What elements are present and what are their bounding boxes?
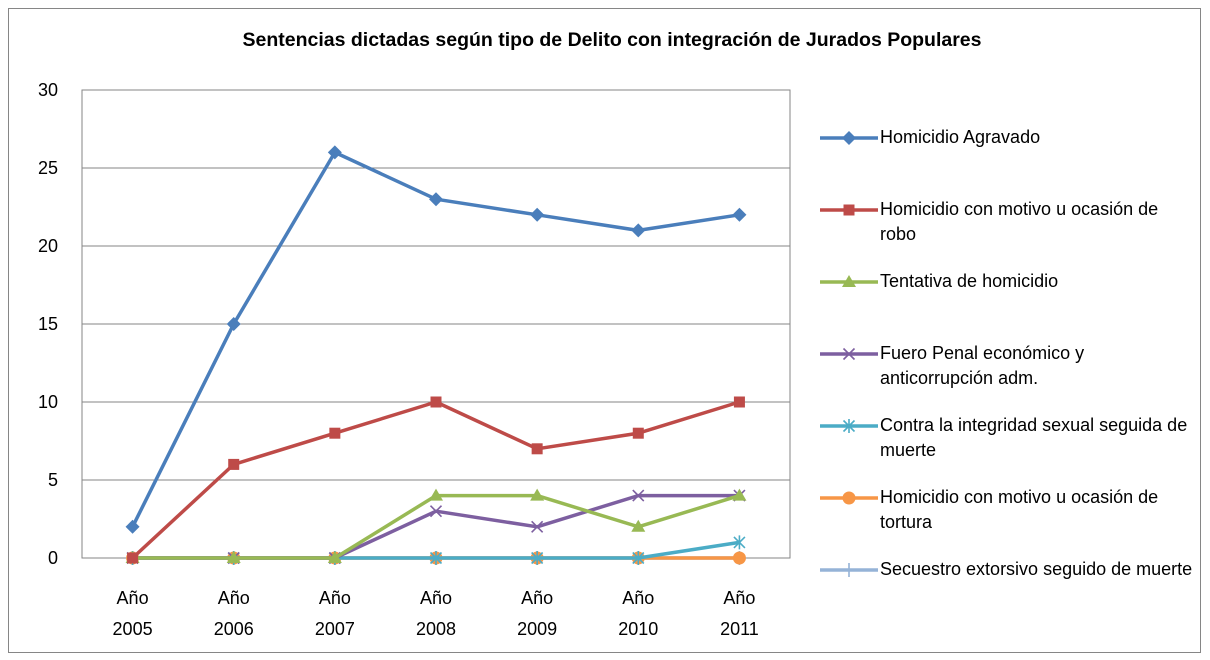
marker bbox=[842, 563, 856, 577]
marker bbox=[732, 207, 747, 222]
legend-swatch bbox=[820, 347, 878, 361]
marker bbox=[531, 551, 544, 565]
marker bbox=[733, 535, 746, 550]
x-tick-label-part: Año bbox=[723, 588, 755, 608]
legend-swatch bbox=[820, 491, 878, 505]
marker bbox=[732, 488, 747, 501]
marker bbox=[228, 458, 240, 470]
marker bbox=[632, 551, 645, 565]
legend-item: Homicidio con motivo u ocasión de robo bbox=[818, 197, 1193, 247]
x-tick-label-part: Año bbox=[622, 588, 654, 608]
marker bbox=[430, 396, 442, 408]
y-tick-label: 30 bbox=[38, 80, 58, 100]
marker bbox=[842, 419, 856, 433]
legend-label: Homicidio con motivo u ocasión de robo bbox=[880, 199, 1159, 244]
legend-item: Contra la integridad sexual seguida de m… bbox=[818, 413, 1193, 463]
y-tick-label: 0 bbox=[48, 548, 58, 568]
legend-item: Homicidio con motivo u ocasión de tortur… bbox=[818, 485, 1193, 535]
marker bbox=[732, 551, 746, 565]
marker bbox=[226, 317, 241, 331]
marker bbox=[429, 192, 443, 207]
x-tick-label-part: 2005 bbox=[113, 619, 153, 639]
marker bbox=[632, 489, 645, 502]
marker bbox=[327, 551, 342, 563]
marker bbox=[327, 145, 342, 160]
legend-label: Homicidio con motivo u ocasión de tortur… bbox=[880, 487, 1159, 532]
marker bbox=[429, 488, 443, 501]
marker bbox=[842, 347, 856, 361]
marker bbox=[226, 551, 241, 563]
legend-label: Tentativa de homicidio bbox=[880, 271, 1059, 291]
x-tick-label: Año 2005 bbox=[113, 588, 153, 639]
y-tick-label: 10 bbox=[38, 392, 58, 412]
marker bbox=[531, 443, 543, 455]
marker bbox=[530, 207, 545, 222]
legend-label: Fuero Penal económico y anticorrupción a… bbox=[880, 343, 1085, 388]
x-tick-label-part: Año bbox=[117, 588, 149, 608]
y-tick-label: 25 bbox=[38, 158, 58, 178]
legend-swatch bbox=[820, 204, 878, 216]
marker bbox=[125, 519, 140, 534]
x-tick-label-part: 2007 bbox=[315, 619, 355, 639]
x-tick-label: Año 2010 bbox=[618, 588, 658, 639]
legend-swatch bbox=[820, 131, 878, 145]
chart-border bbox=[8, 8, 1201, 653]
series-line bbox=[132, 493, 740, 560]
legend-item: Fuero Penal económico y anticorrupción a… bbox=[818, 341, 1193, 391]
x-tick-label-part: Año bbox=[521, 588, 553, 608]
x-tick-label-part: 2009 bbox=[517, 619, 557, 639]
legend-label: Homicidio Agravado bbox=[880, 127, 1041, 147]
marker bbox=[429, 551, 443, 565]
marker bbox=[632, 427, 644, 439]
marker bbox=[530, 488, 545, 501]
x-tick-label-part: 2006 bbox=[214, 619, 254, 639]
legend-label: Contra la integridad sexual seguida de m… bbox=[880, 415, 1188, 460]
marker bbox=[127, 552, 139, 564]
legend-item: Tentativa de homicidio bbox=[818, 269, 1193, 294]
series-line bbox=[131, 150, 740, 528]
x-tick-label-part: Año bbox=[218, 588, 250, 608]
marker bbox=[429, 505, 443, 518]
y-tick-label: 5 bbox=[48, 470, 58, 490]
marker bbox=[531, 520, 544, 533]
x-tick-label-part: Año bbox=[319, 588, 351, 608]
legend-item: Secuestro extorsivo seguido de muerte bbox=[818, 557, 1193, 582]
legend-swatch bbox=[820, 275, 878, 287]
legend-item: Homicidio Agravado bbox=[818, 125, 1193, 150]
x-tick-label: Año 2008 bbox=[416, 588, 456, 639]
marker bbox=[631, 519, 646, 532]
marker bbox=[842, 491, 856, 505]
marker bbox=[329, 427, 341, 439]
legend-swatch bbox=[820, 419, 878, 433]
y-tick-label: 15 bbox=[38, 314, 58, 334]
marker bbox=[842, 275, 856, 287]
marker bbox=[733, 396, 745, 408]
legend-swatch bbox=[820, 563, 878, 577]
x-tick-label: Año 2006 bbox=[214, 588, 254, 639]
marker bbox=[631, 223, 646, 238]
chart-title: Sentencias dictadas según tipo de Delito… bbox=[242, 29, 981, 51]
x-tick-label: Año 2009 bbox=[517, 588, 557, 639]
x-tick-label-part: 2008 bbox=[416, 619, 456, 639]
x-tick-label-part: Año bbox=[420, 588, 452, 608]
x-tick-label-part: 2010 bbox=[618, 619, 658, 639]
series-line bbox=[132, 493, 740, 560]
legend-label: Secuestro extorsivo seguido de muerte bbox=[880, 559, 1193, 579]
marker bbox=[843, 204, 855, 216]
y-tick-label: 20 bbox=[38, 236, 58, 256]
x-tick-label: Año 2011 bbox=[720, 588, 759, 639]
marker bbox=[842, 131, 856, 145]
x-tick-label-part: 2011 bbox=[720, 619, 759, 639]
x-tick-label: Año 2007 bbox=[315, 588, 355, 639]
